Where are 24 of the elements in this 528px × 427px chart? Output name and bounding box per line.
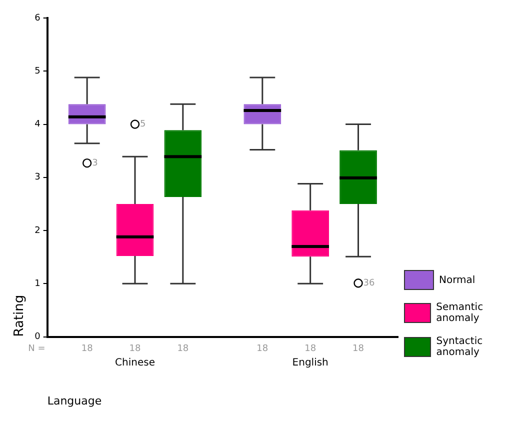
text: 18	[81, 344, 94, 354]
y-tick-label: 1	[34, 279, 40, 290]
text: N =	[28, 344, 46, 354]
text: 18	[304, 344, 316, 354]
text: 18	[129, 344, 141, 354]
x-tick-label: English	[292, 357, 328, 368]
y-tick-label: 4	[34, 120, 41, 130]
annotation: 36	[363, 278, 375, 288]
legend-label: Syntactic anomaly	[436, 336, 484, 358]
text: 18	[352, 344, 364, 354]
text: 18	[256, 344, 268, 354]
y-tick-label: 5	[34, 66, 40, 76]
x-axis-title: Language	[47, 394, 102, 408]
y-tick-label: 0	[34, 332, 41, 342]
text: 18	[177, 344, 189, 354]
y-tick-label: 3	[34, 172, 40, 183]
annotation: 5	[140, 120, 146, 130]
y-tick-label: 6	[34, 13, 41, 24]
legend-label: Normal	[439, 274, 476, 286]
x-tick-label: Chinese	[115, 357, 155, 368]
annotation: 3	[92, 158, 98, 168]
y-axis-title: Rating	[12, 294, 28, 337]
legend-label: Semantic anomaly	[436, 302, 484, 324]
y-tick-label: 2	[34, 226, 40, 236]
